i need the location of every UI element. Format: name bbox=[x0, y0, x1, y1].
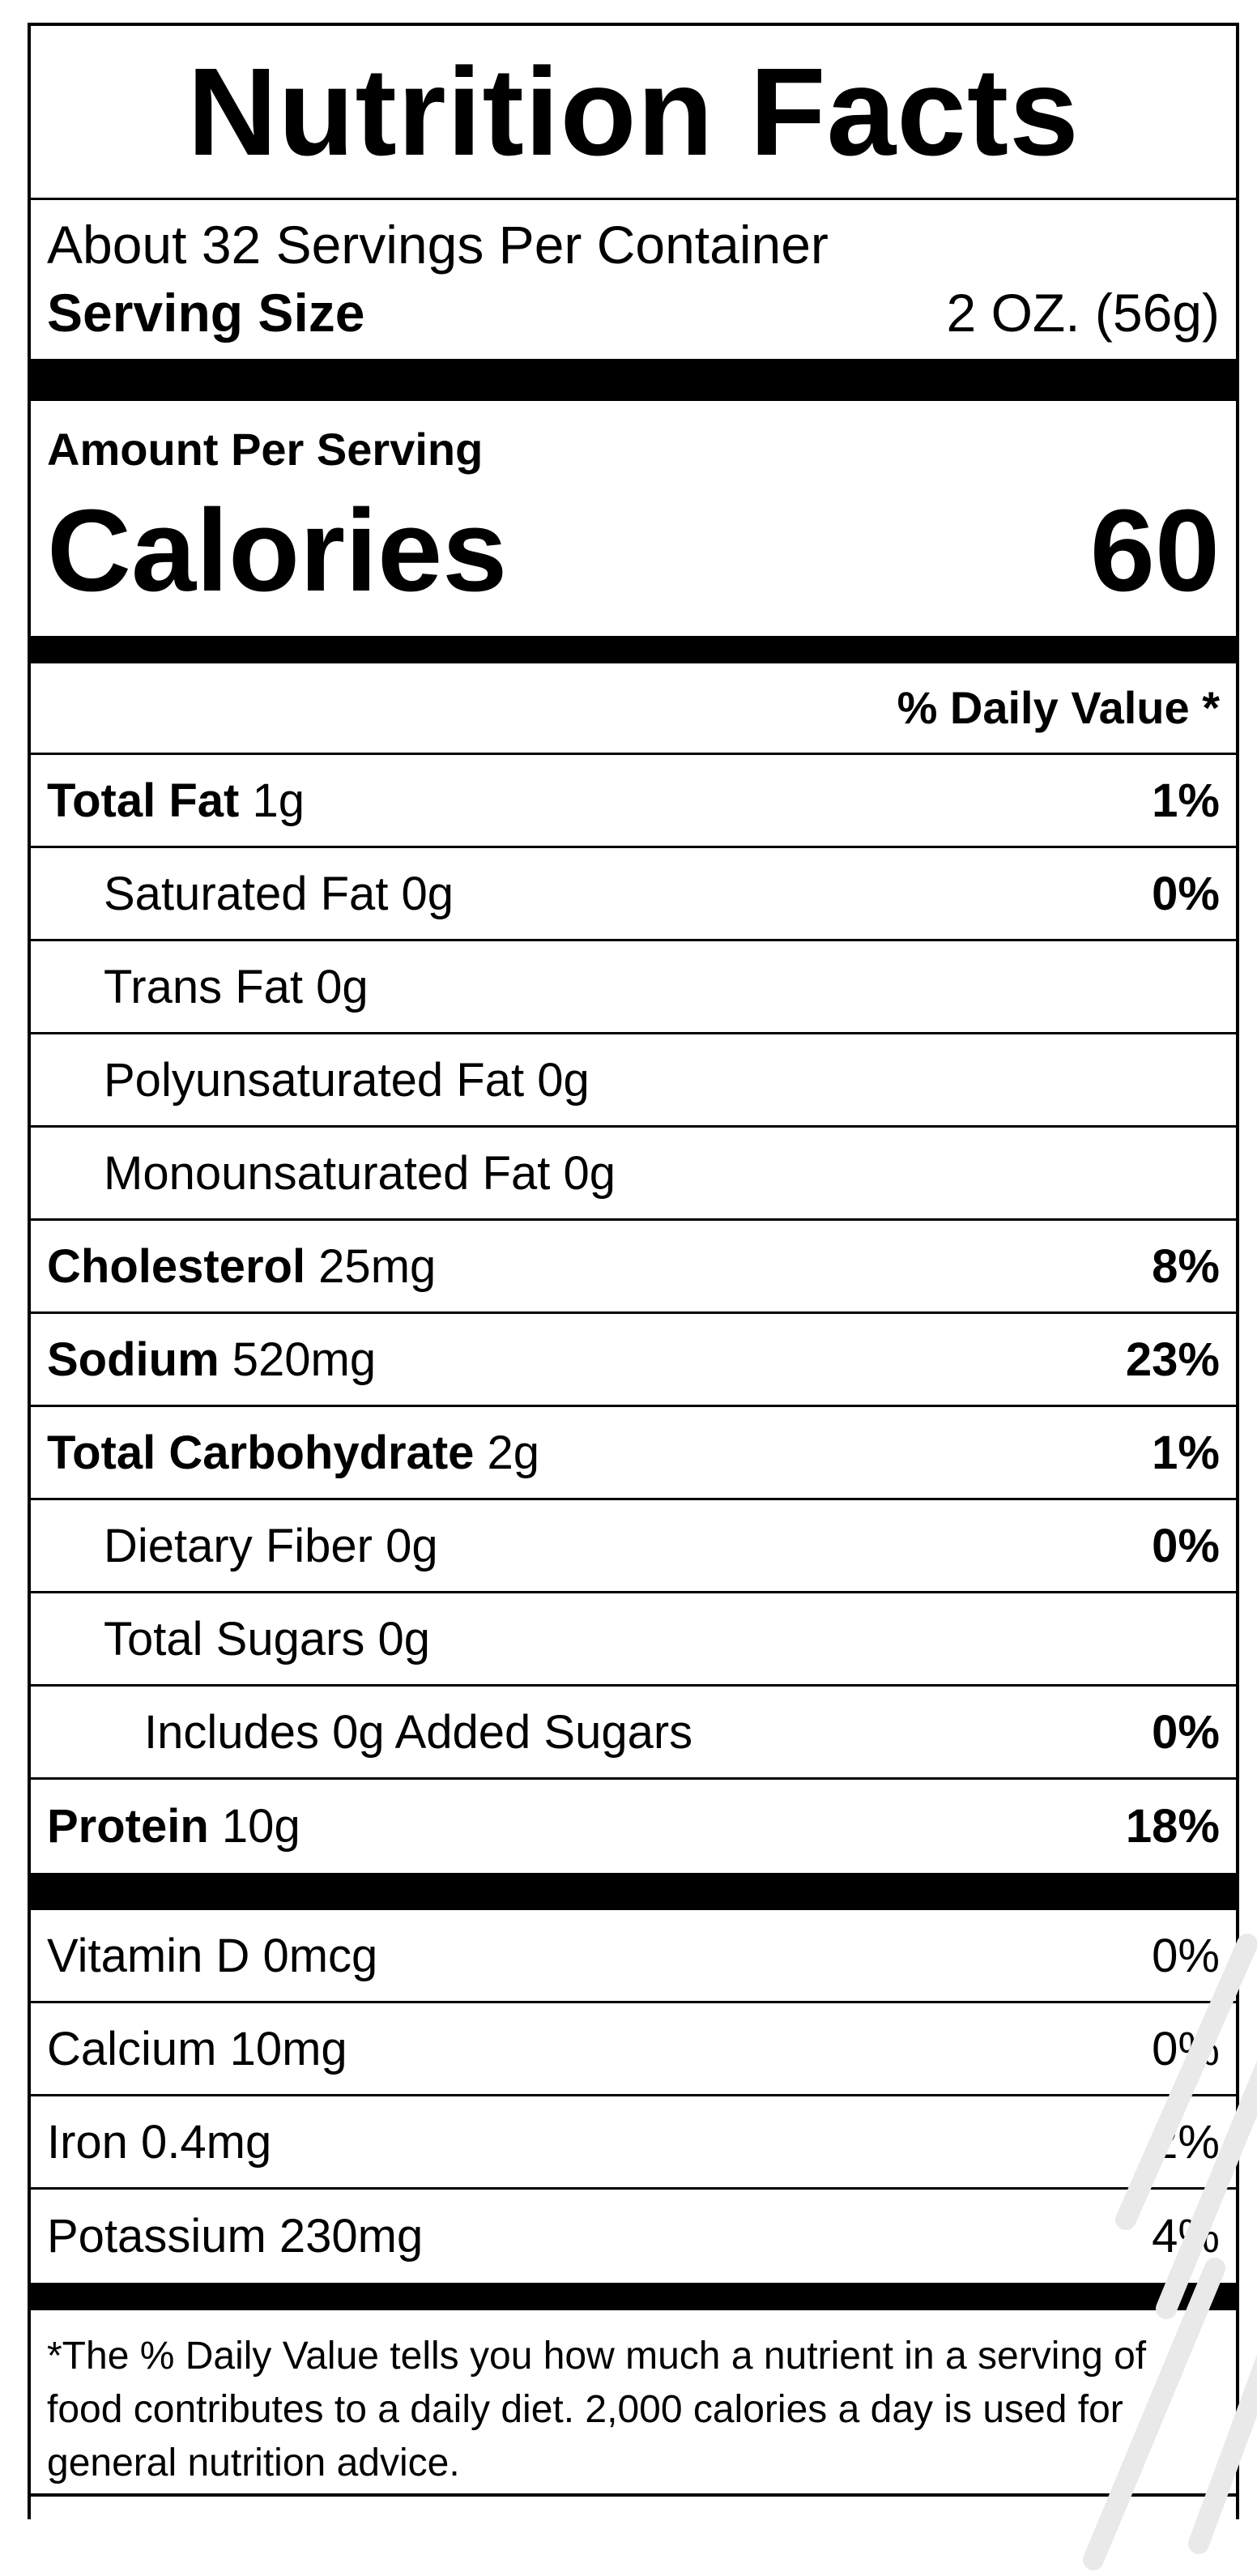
footnote: *The % Daily Value tells you how much a … bbox=[47, 2335, 1147, 2484]
nutrient-row-added-sugars: Includes 0g Added Sugars 0% bbox=[31, 1687, 1236, 1780]
nutrient-name: Protein 10g bbox=[47, 1800, 300, 1853]
nutrient-name: Dietary Fiber 0g bbox=[104, 1519, 438, 1572]
calories-label: Calories bbox=[47, 485, 508, 616]
servings-per-container: About 32 Servings Per Container bbox=[47, 215, 829, 275]
vitamin-pct: 2% bbox=[1152, 2115, 1220, 2169]
nutrient-row-saturated-fat: Saturated Fat 0g 0% bbox=[31, 848, 1236, 941]
nutrient-pct: 8% bbox=[1152, 1239, 1220, 1293]
thick-divider bbox=[28, 1873, 1239, 1910]
servings-block: About 32 Servings Per Container Serving … bbox=[31, 200, 1236, 359]
nutrient-row-polyunsaturated-fat: Polyunsaturated Fat 0g bbox=[31, 1034, 1236, 1128]
nutrient-name: Includes 0g Added Sugars bbox=[144, 1705, 693, 1759]
nutrient-name: Monounsaturated Fat 0g bbox=[104, 1146, 616, 1200]
amount-per-serving: Amount Per Serving bbox=[47, 424, 484, 475]
nutrient-row-dietary-fiber: Dietary Fiber 0g 0% bbox=[31, 1500, 1236, 1593]
nutrient-name: Trans Fat 0g bbox=[104, 960, 369, 1013]
medium-divider bbox=[28, 2283, 1239, 2310]
nutrient-row-total-fat: Total Fat 1g 1% bbox=[31, 755, 1236, 848]
vitamin-pct: 0% bbox=[1152, 2022, 1220, 2075]
vitamin-row-potassium: Potassium 230mg 4% bbox=[31, 2190, 1236, 2283]
nutrient-row-sodium: Sodium 520mg 23% bbox=[31, 1314, 1236, 1407]
nutrient-pct: 0% bbox=[1152, 1705, 1220, 1759]
vitamin-pct: 0% bbox=[1152, 1929, 1220, 1982]
serving-size-row: Serving Size 2 OZ. (56g) bbox=[47, 276, 1220, 349]
nutrition-facts-label: Nutrition Facts About 32 Servings Per Co… bbox=[28, 23, 1239, 2519]
nutrient-row-cholesterol: Cholesterol 25mg 8% bbox=[31, 1221, 1236, 1314]
vitamin-name: Calcium 10mg bbox=[47, 2022, 347, 2075]
medium-divider bbox=[28, 636, 1239, 663]
calories-row: Calories 60 bbox=[47, 482, 1220, 620]
nutrient-pct: 18% bbox=[1125, 1800, 1220, 1853]
nutrient-name: Cholesterol 25mg bbox=[47, 1239, 437, 1293]
nutrient-name: Total Carbohydrate 2g bbox=[47, 1426, 540, 1479]
serving-size-value: 2 OZ. (56g) bbox=[946, 283, 1220, 343]
thick-divider bbox=[28, 359, 1239, 401]
daily-value-header: % Daily Value * bbox=[31, 663, 1236, 755]
calories-block: Amount Per Serving Calories 60 bbox=[31, 401, 1236, 636]
vitamin-name: Potassium 230mg bbox=[47, 2210, 424, 2263]
nutrient-name: Total Fat 1g bbox=[47, 774, 305, 827]
nutrient-pct: 23% bbox=[1125, 1333, 1220, 1386]
calories-value: 60 bbox=[1089, 485, 1220, 616]
nutrient-name: Total Sugars 0g bbox=[104, 1612, 431, 1665]
nutrient-row-total-sugars: Total Sugars 0g bbox=[31, 1593, 1236, 1687]
nutrient-pct: 1% bbox=[1152, 1426, 1220, 1479]
nutrient-pct: 1% bbox=[1152, 774, 1220, 827]
vitamin-row-calcium: Calcium 10mg 0% bbox=[31, 2003, 1236, 2096]
nutrient-name: Saturated Fat 0g bbox=[104, 867, 454, 920]
nutrient-name: Sodium 520mg bbox=[47, 1333, 377, 1386]
vitamin-pct: 4% bbox=[1152, 2210, 1220, 2263]
nutrient-row-total-carbohydrate: Total Carbohydrate 2g 1% bbox=[31, 1407, 1236, 1500]
nutrient-pct: 0% bbox=[1152, 867, 1220, 920]
nutrient-row-protein: Protein 10g 18% bbox=[31, 1780, 1236, 1873]
nutrient-row-monounsaturated-fat: Monounsaturated Fat 0g bbox=[31, 1128, 1236, 1221]
vitamin-name: Iron 0.4mg bbox=[47, 2115, 272, 2169]
nutrient-row-trans-fat: Trans Fat 0g bbox=[31, 941, 1236, 1034]
vitamin-row-iron: Iron 0.4mg 2% bbox=[31, 2096, 1236, 2190]
vitamin-row-vitamin-d: Vitamin D 0mcg 0% bbox=[31, 1910, 1236, 2003]
nutrient-name: Polyunsaturated Fat 0g bbox=[104, 1053, 590, 1107]
nutrient-pct: 0% bbox=[1152, 1519, 1220, 1572]
serving-size-label: Serving Size bbox=[47, 283, 365, 343]
bottom-border bbox=[28, 2493, 1239, 2497]
label-title: Nutrition Facts bbox=[31, 26, 1236, 200]
vitamin-name: Vitamin D 0mcg bbox=[47, 1929, 378, 1982]
